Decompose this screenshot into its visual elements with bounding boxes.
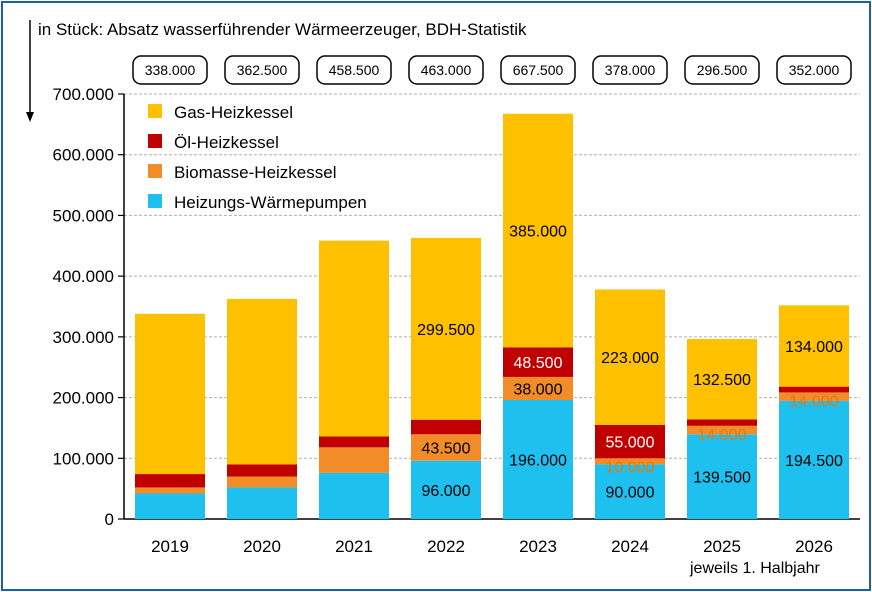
y-tick-label: 0	[105, 510, 114, 529]
x-tick-label: 2020	[243, 537, 281, 556]
bar--l-heizkessel-2026	[779, 386, 849, 393]
legend-swatch	[148, 194, 162, 208]
bar-biomasse-heizkessel-2023	[503, 376, 573, 400]
legend-swatch	[148, 164, 162, 178]
total-label: 362.500	[237, 62, 288, 78]
chart-title: in Stück: Absatz wasserführender Wärmeer…	[38, 20, 527, 39]
bar-biomasse-heizkessel-2020	[227, 476, 297, 488]
x-tick-label: 2023	[519, 537, 557, 556]
total-label: 463.000	[421, 62, 472, 78]
total-label: 296.500	[697, 62, 748, 78]
legend-label: Öl-Heizkessel	[174, 133, 279, 152]
data-label: 223.000	[601, 350, 659, 367]
data-label: 90.000	[606, 485, 655, 502]
bar-heizungs-w-rmepumpen-2020	[227, 487, 297, 519]
bar-gas-heizkessel-2020	[227, 298, 297, 465]
bar--l-heizkessel-2024	[595, 424, 665, 459]
bar-gas-heizkessel-2024	[595, 289, 665, 425]
data-label: 55.000	[606, 435, 655, 452]
data-label: 96.000	[422, 483, 471, 500]
bar-heizungs-w-rmepumpen-2025	[687, 434, 757, 519]
bar-gas-heizkessel-2019	[135, 313, 205, 475]
total-label: 458.500	[329, 62, 380, 78]
bar--l-heizkessel-2021	[319, 436, 389, 448]
legend-label: Heizungs-Wärmepumpen	[174, 193, 367, 212]
data-label: 132.500	[693, 372, 751, 389]
bar--l-heizkessel-2020	[227, 464, 297, 477]
data-label: 14.000	[790, 393, 839, 410]
y-tick-label: 700.000	[53, 85, 114, 104]
bar-heizungs-w-rmepumpen-2023	[503, 400, 573, 519]
bar-gas-heizkessel-2023	[503, 113, 573, 348]
x-tick-label: 2022	[427, 537, 465, 556]
y-tick-label: 400.000	[53, 267, 114, 286]
data-label: 385.000	[509, 224, 567, 241]
bar-gas-heizkessel-2026	[779, 305, 849, 387]
total-box	[684, 55, 760, 85]
total-label: 667.500	[513, 62, 564, 78]
data-label: 48.500	[514, 355, 563, 372]
total-box	[592, 55, 668, 85]
y-tick-label: 500.000	[53, 206, 114, 225]
bar--l-heizkessel-2022	[411, 419, 481, 435]
total-box	[316, 55, 392, 85]
legend-swatch	[148, 104, 162, 118]
bar-heizungs-w-rmepumpen-2021	[319, 472, 389, 519]
bar-heizungs-w-rmepumpen-2022	[411, 460, 481, 519]
x-tick-label: 2025	[703, 537, 741, 556]
data-label: 139.500	[693, 470, 751, 487]
bar--l-heizkessel-2019	[135, 474, 205, 488]
bar-biomasse-heizkessel-2025	[687, 425, 757, 435]
x-tick-label: 2026	[795, 537, 833, 556]
data-label: 38.000	[514, 381, 563, 398]
data-label: 194.500	[785, 453, 843, 470]
total-box	[224, 55, 300, 85]
chart-footnote: jeweils 1. Halbjahr	[690, 560, 820, 577]
data-label: 10.000	[606, 459, 655, 476]
total-label: 378.000	[605, 62, 656, 78]
data-label: 196.000	[509, 453, 567, 470]
total-label: 338.000	[145, 62, 196, 78]
bar-gas-heizkessel-2021	[319, 240, 389, 437]
bar-biomasse-heizkessel-2026	[779, 392, 849, 401]
y-tick-label: 300.000	[53, 328, 114, 347]
bar-gas-heizkessel-2022	[411, 237, 481, 420]
legend-label: Biomasse-Heizkessel	[174, 163, 337, 182]
data-label: 299.500	[417, 322, 475, 339]
x-tick-label: 2021	[335, 537, 373, 556]
legend-swatch	[148, 134, 162, 148]
y-tick-label: 100.000	[53, 449, 114, 468]
y-tick-label: 600.000	[53, 146, 114, 165]
total-box	[408, 55, 484, 85]
y-tick-label: 200.000	[53, 389, 114, 408]
data-label: 14.000	[698, 427, 747, 444]
x-tick-label: 2024	[611, 537, 649, 556]
data-label: 134.000	[785, 339, 843, 356]
bar--l-heizkessel-2023	[503, 347, 573, 377]
total-box	[132, 55, 208, 85]
bar--l-heizkessel-2025	[687, 419, 757, 426]
data-label: 43.500	[422, 441, 471, 458]
total-box	[500, 55, 576, 85]
bar-biomasse-heizkessel-2021	[319, 447, 389, 473]
x-tick-label: 2019	[151, 537, 189, 556]
bar-gas-heizkessel-2025	[687, 338, 757, 420]
bar-biomasse-heizkessel-2022	[411, 434, 481, 461]
bar-biomasse-heizkessel-2019	[135, 487, 205, 494]
bar-heizungs-w-rmepumpen-2024	[595, 464, 665, 519]
total-label: 352.000	[789, 62, 840, 78]
bar-heizungs-w-rmepumpen-2019	[135, 493, 205, 519]
axis-arrow-head	[26, 112, 34, 122]
total-box	[776, 55, 852, 85]
bar-biomasse-heizkessel-2024	[595, 458, 665, 465]
bar-heizungs-w-rmepumpen-2026	[779, 400, 849, 519]
legend-label: Gas-Heizkessel	[174, 103, 293, 122]
